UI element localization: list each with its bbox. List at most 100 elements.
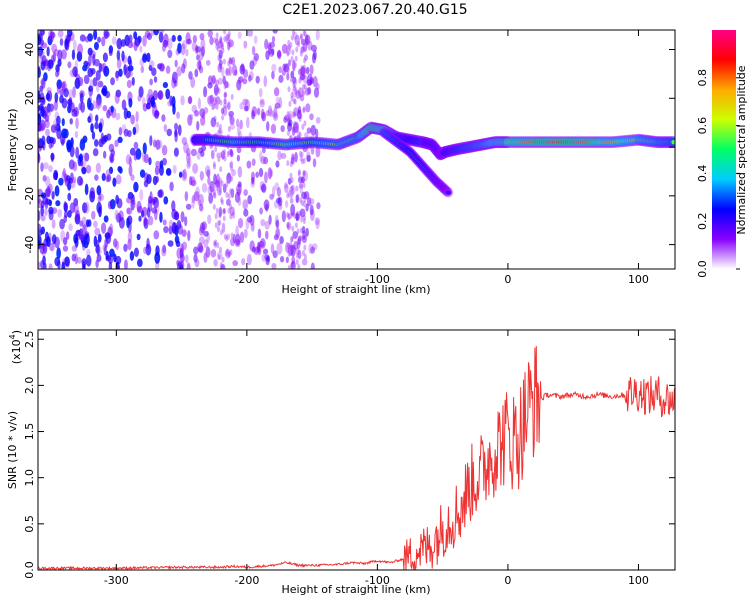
spectrogram-noise-cell [41, 55, 47, 66]
spectrogram-noise-cell [127, 231, 133, 243]
spectrogram-noise-cell [87, 219, 92, 227]
spectrogram-noise-cell [95, 98, 101, 111]
spectrogram-noise-cell [162, 81, 169, 89]
spectrogram-noise-cell [165, 65, 171, 75]
spectrogram-noise-cell [108, 50, 113, 57]
spectrogram-noise-cell [68, 223, 73, 232]
spectrogram-noise-cell [281, 68, 287, 76]
snr-y-axis: 0.0 0.5 1.0 1.5 2.0 2.5 [23, 330, 675, 579]
spectrogram-noise-cell [161, 157, 167, 166]
spectrogram-noise-cell [61, 118, 65, 127]
spectrogram-noise-cell [213, 83, 219, 96]
spectrogram-noise-cell [251, 110, 255, 120]
spectrogram-x-tick-label: 100 [628, 273, 649, 286]
spectrogram-noise-cell [127, 41, 134, 49]
spectrogram-ridge-core [671, 139, 675, 145]
spectrogram-noise-cell [97, 36, 102, 43]
spectrogram-noise-cell [296, 210, 300, 217]
spectrogram-noise-cell [299, 46, 305, 54]
spectrogram-noise-cell [296, 197, 300, 204]
spectrogram-noise-cell [267, 108, 274, 118]
spectrogram-noise-cell [203, 86, 208, 98]
spectrogram-noise-cell [68, 159, 75, 170]
spectrogram-noise-cell [293, 62, 297, 69]
spectrogram-noise-cell [297, 170, 301, 177]
spectrogram-noise-cell [301, 123, 305, 130]
spectrogram-noise-cell [56, 115, 61, 126]
spectrogram-noise-cell [191, 194, 196, 204]
spectrogram-noise-cell [59, 95, 64, 104]
spectrogram-noise-cell [272, 30, 278, 34]
spectrogram-noise-cell [138, 215, 142, 222]
spectrogram-noise-cell [38, 223, 42, 231]
spectrogram-noise-cell [278, 97, 283, 109]
spectrogram-noise-cell [94, 139, 99, 147]
spectrogram-noise-cell [133, 41, 138, 52]
spectrogram-noise-cell [281, 210, 287, 223]
spectrogram-noise-cell [223, 83, 227, 90]
spectrogram-noise-cell [216, 152, 220, 159]
spectrogram-noise-cell [201, 46, 205, 57]
spectrogram-noise-cell [267, 41, 272, 51]
snr-y-tick-label: 1.5 [23, 423, 36, 441]
spectrogram-noise-cell [96, 244, 100, 256]
spectrogram-noise-cell [223, 98, 227, 105]
spectrogram-noise-cell [302, 43, 308, 53]
spectrogram-noise-cell [42, 262, 47, 269]
spectrogram-noise-cell [293, 98, 297, 105]
spectrogram-noise-cell [199, 170, 204, 181]
spectrogram-noise-cell [116, 38, 123, 50]
spectrogram-noise-cell [183, 142, 189, 154]
spectrogram-noise-cell [157, 139, 163, 149]
spectrogram-noise-cell [236, 154, 241, 162]
spectrogram-noise-cell [196, 120, 200, 131]
spectrogram-noise-cell [265, 203, 269, 212]
spectrogram-noise-cell [229, 213, 233, 220]
spectrogram-noise-cell [302, 83, 306, 90]
spectrogram-noise-cell [180, 211, 185, 223]
spectrogram-noise-cell [299, 208, 306, 218]
spectrogram-noise-cell [290, 260, 296, 269]
spectrogram-noise-cell [94, 121, 99, 130]
spectrogram-noise-cell [230, 175, 234, 182]
spectrogram-noise-cell [193, 253, 198, 263]
spectrogram-noise-cell [277, 150, 282, 161]
spectrogram-noise-cell [251, 158, 256, 166]
spectrogram-noise-cell [300, 75, 304, 82]
spectrogram-noise-cell [172, 164, 177, 174]
spectrogram-noise-cell [62, 245, 69, 252]
spectrogram-noise-cell [110, 105, 114, 113]
spectrogram-noise-cell [226, 34, 230, 41]
spectrogram-noise-cell [228, 39, 234, 48]
spectrogram-noise-cell [79, 34, 86, 42]
spectrogram-noise-cell [232, 260, 239, 267]
spectrogram-noise-cell [177, 34, 182, 42]
spectrogram-noise-cell [303, 30, 307, 37]
spectrogram-noise-cell [301, 226, 306, 234]
spectrogram-noise-cell [155, 160, 161, 168]
spectrogram-noise-cell [201, 221, 207, 231]
spectrogram-noise-cell [290, 34, 294, 41]
spectrogram-noise-cell [86, 97, 92, 110]
spectrogram-noise-cell [218, 206, 223, 218]
spectrogram-noise-cell [229, 188, 233, 195]
spectrogram-noise-cell [230, 232, 234, 239]
spectrogram-noise-cell [285, 256, 289, 264]
spectrogram-noise-cell [81, 216, 87, 228]
spectrogram-noise-cell [163, 33, 169, 46]
spectrogram-noise-cell [188, 96, 192, 105]
spectrogram-noise-cell [275, 219, 280, 229]
spectrogram-noise-cell [226, 172, 232, 184]
spectrogram-noise-cell [290, 262, 294, 269]
spectrogram-noise-cell [288, 113, 292, 120]
spectrogram-noise-cell [227, 250, 231, 257]
spectrogram-noise-cell [302, 90, 306, 97]
spectrogram-noise-cell [69, 118, 73, 125]
spectrogram-noise-cell [100, 132, 105, 144]
snr-scale-exponent: 4 [8, 334, 17, 339]
snr-scale-prefix: (x10 [10, 339, 23, 364]
spectrogram-noise-cell [158, 31, 164, 43]
spectrogram-noise-cell [289, 172, 293, 179]
spectrogram-noise-cell [85, 254, 92, 267]
spectrogram-noise-cell [270, 243, 275, 254]
